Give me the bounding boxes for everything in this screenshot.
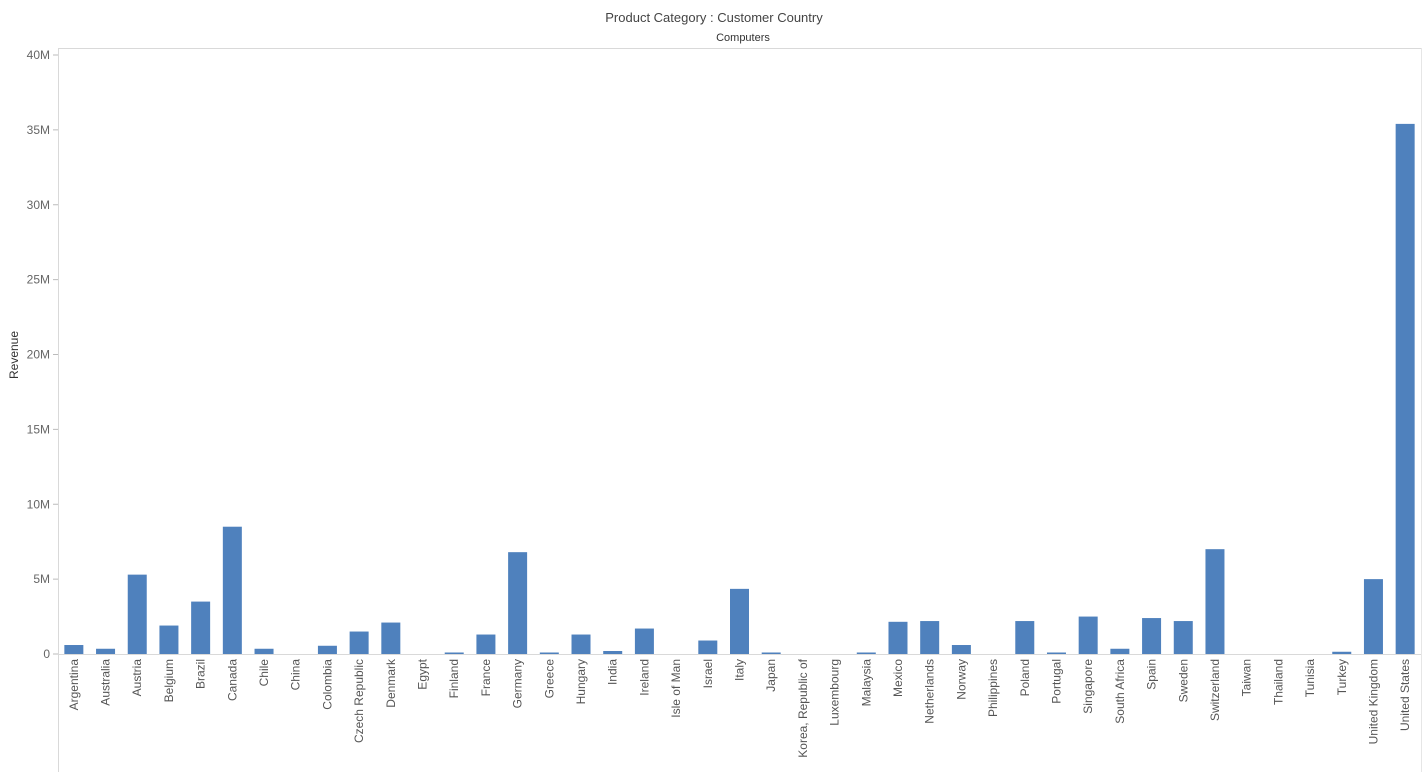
bar xyxy=(222,526,242,654)
bar xyxy=(888,621,908,654)
bar xyxy=(920,621,940,654)
x-tick-label: Canada xyxy=(225,659,239,701)
bar xyxy=(634,628,654,654)
bar xyxy=(603,651,623,654)
x-tick-label: Italy xyxy=(733,659,747,681)
x-tick-label: Netherlands xyxy=(923,659,937,724)
y-tick-label: 20M xyxy=(27,348,50,362)
bar xyxy=(539,652,559,654)
x-tick-label: Germany xyxy=(511,659,525,708)
bar xyxy=(698,640,718,654)
x-tick-label: Norway xyxy=(954,659,968,700)
x-tick-label: Egypt xyxy=(416,658,430,689)
x-tick-label: India xyxy=(606,659,620,685)
x-tick-label: United Kingdom xyxy=(1366,659,1380,744)
bar xyxy=(761,652,781,654)
bar xyxy=(159,625,179,654)
y-tick-label: 5M xyxy=(33,572,50,586)
x-tick-label: Ireland xyxy=(637,659,651,696)
bar xyxy=(96,648,116,654)
y-tick-label: 35M xyxy=(27,123,50,137)
chart-title: Product Category : Customer Country xyxy=(605,10,823,25)
bar xyxy=(730,588,749,654)
x-tick-label: Finland xyxy=(447,659,461,698)
bar xyxy=(476,634,496,654)
bar xyxy=(254,648,274,654)
bar xyxy=(444,652,464,654)
x-tick-label: Mexico xyxy=(891,659,905,697)
x-tick-label: Denmark xyxy=(384,658,398,708)
x-tick-label: Greece xyxy=(542,659,556,699)
x-tick-label: Luxembourg xyxy=(828,659,842,726)
x-tick-label: Portugal xyxy=(1049,659,1063,704)
bar xyxy=(1142,618,1162,654)
bar xyxy=(571,634,591,654)
x-tick-label: Sweden xyxy=(1176,659,1190,702)
bar xyxy=(951,645,971,654)
bar xyxy=(856,652,876,654)
x-tick-label: Chile xyxy=(257,659,271,687)
x-tick-label: Taiwan xyxy=(1240,659,1254,696)
x-tick-label: Tunisia xyxy=(1303,659,1317,698)
bar xyxy=(64,645,84,654)
x-tick-label: Korea, Republic of xyxy=(796,658,810,757)
bar xyxy=(349,631,369,654)
x-tick-label: Austria xyxy=(130,659,144,697)
bar xyxy=(1046,652,1066,654)
x-tick-label: Spain xyxy=(1145,659,1159,690)
bar xyxy=(508,552,528,654)
x-tick-label: Thailand xyxy=(1271,659,1285,705)
y-tick-label: 25M xyxy=(27,273,50,287)
bar xyxy=(1078,616,1098,654)
y-tick-label: 10M xyxy=(27,497,50,511)
y-tick-label: 0 xyxy=(43,647,50,661)
x-tick-label: Isle of Man xyxy=(669,659,683,718)
x-tick-label: Hungary xyxy=(574,659,588,704)
y-tick-label: 30M xyxy=(27,198,50,212)
x-tick-label: Turkey xyxy=(1335,659,1349,695)
x-tick-label: Colombia xyxy=(320,659,334,710)
x-tick-label: Japan xyxy=(764,659,778,692)
bar xyxy=(127,574,147,654)
y-tick-label: 15M xyxy=(27,422,50,436)
x-tick-label: United States xyxy=(1398,659,1412,731)
x-tick-label: Switzerland xyxy=(1208,659,1222,721)
bar xyxy=(1015,621,1035,654)
bar xyxy=(1110,648,1130,654)
x-tick-label: Israel xyxy=(701,659,715,688)
x-tick-label: Australia xyxy=(99,659,113,706)
x-tick-label: France xyxy=(479,659,493,697)
x-tick-label: Argentina xyxy=(67,659,81,711)
x-tick-label: Singapore xyxy=(1081,659,1095,714)
bar xyxy=(1395,123,1415,654)
x-tick-label: Belgium xyxy=(162,659,176,702)
x-tick-label: Czech Republic xyxy=(352,659,366,743)
bar xyxy=(1332,651,1352,654)
x-tick-label: Poland xyxy=(1018,659,1032,696)
bar xyxy=(1205,549,1225,654)
x-tick-label: China xyxy=(289,659,303,691)
chart-subtitle: Computers xyxy=(716,32,770,44)
x-tick-label: Brazil xyxy=(194,659,208,689)
y-tick-label: 40M xyxy=(27,48,50,62)
bar xyxy=(1173,621,1193,654)
bar xyxy=(1363,579,1383,654)
bar xyxy=(317,645,337,654)
bar xyxy=(381,622,401,654)
x-tick-label: Malaysia xyxy=(859,659,873,707)
bar xyxy=(191,601,211,654)
x-tick-label: Philippines xyxy=(986,659,1000,717)
x-tick-label: South Africa xyxy=(1113,659,1127,724)
